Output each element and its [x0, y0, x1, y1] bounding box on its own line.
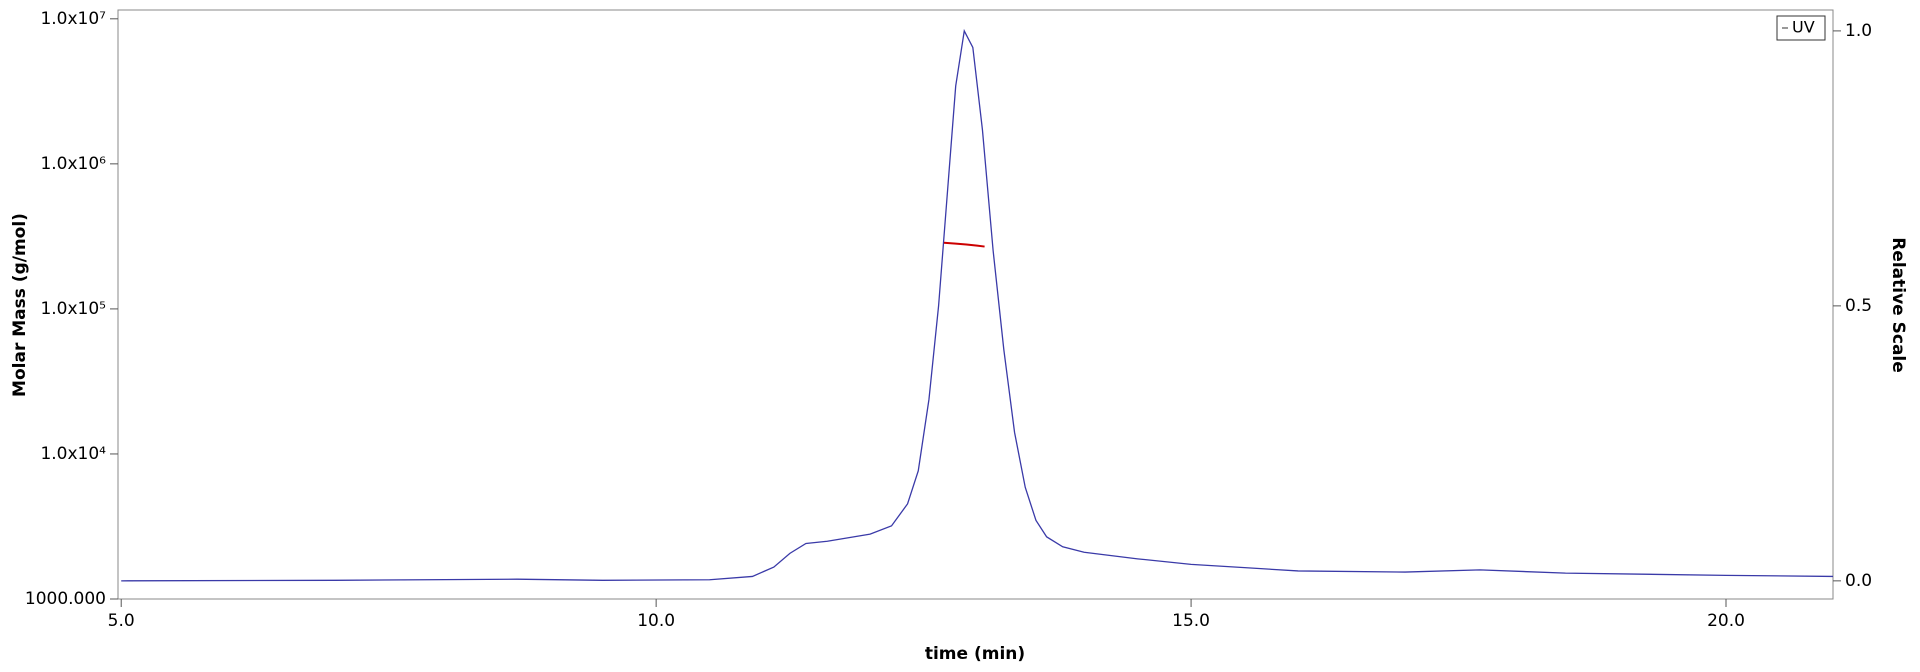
y-axis-label: Molar Mass (g/mol): [10, 213, 30, 397]
y2-tick-label: 0.0: [1845, 571, 1872, 591]
y-tick-label: 1.0x10⁴: [40, 444, 106, 464]
series-line: [943, 241, 985, 248]
x-tick-label: 5.0: [108, 611, 135, 631]
series-line: [121, 28, 1834, 582]
y-tick-label: 1.0x10⁵: [40, 299, 106, 319]
y-tick-label: 1000.000: [25, 589, 106, 609]
y-tick-label: 1.0x10⁷: [40, 9, 106, 29]
y-tick-label: 1.0x10⁶: [40, 154, 106, 174]
y2-axis-label: Relative Scale: [1888, 237, 1908, 373]
x-tick-label: 20.0: [1707, 611, 1745, 631]
x-tick-label: 15.0: [1172, 611, 1210, 631]
y2-tick-label: 0.5: [1845, 296, 1872, 316]
x-axis-label: time (min): [925, 644, 1025, 664]
plot-frame: [117, 9, 1834, 600]
y2-tick-label: 1.0: [1845, 21, 1872, 41]
x-tick-label: 10.0: [637, 611, 675, 631]
legend-label: UV: [1792, 18, 1815, 37]
